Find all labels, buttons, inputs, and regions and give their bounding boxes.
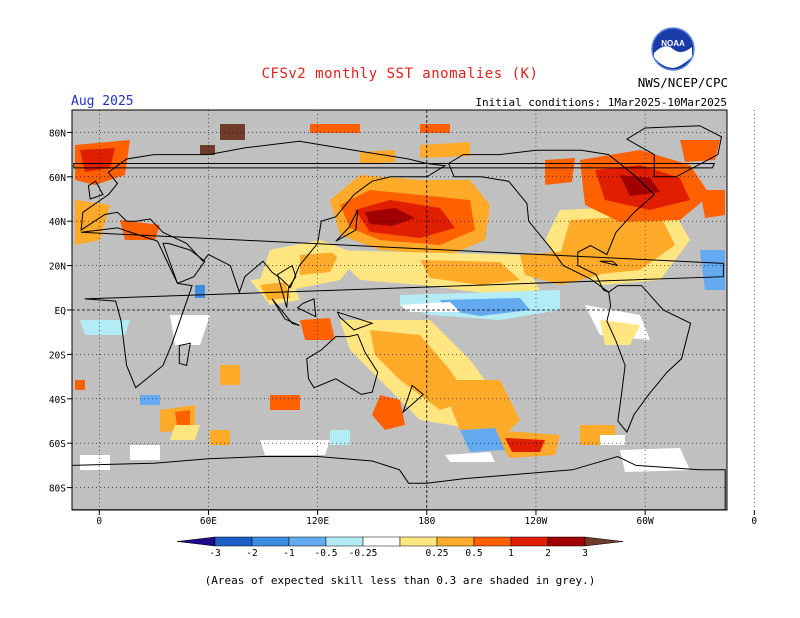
colorbar-tick: -1 bbox=[283, 548, 295, 559]
colorbar-max-arrow bbox=[584, 536, 624, 547]
lon-label: 60E bbox=[200, 516, 217, 527]
organization-label: NWS/NCEP/CPC bbox=[637, 75, 728, 90]
lon-label: 180 bbox=[418, 516, 435, 527]
colorbar-tick: 1 bbox=[508, 548, 514, 559]
lat-label: 80S bbox=[49, 484, 66, 495]
colorbar bbox=[176, 536, 624, 547]
colorbar-swatch bbox=[399, 536, 438, 547]
colorbar-tick: -0.25 bbox=[349, 548, 378, 559]
colorbar-tick: 2 bbox=[545, 548, 551, 559]
lat-label: 20S bbox=[49, 350, 66, 361]
latitude-labels: 80N 60N 40N 20N EQ 20S 40S 60S 80S bbox=[49, 128, 66, 494]
lat-label: 40N bbox=[49, 217, 66, 228]
lat-label: 60N bbox=[49, 173, 66, 184]
lon-label: 120W bbox=[525, 516, 548, 527]
lon-label: 120E bbox=[306, 516, 329, 527]
lon-label: 60W bbox=[637, 516, 654, 527]
colorbar-min-arrow bbox=[176, 536, 216, 547]
lat-label: 80N bbox=[49, 128, 66, 139]
lat-lon-gridlines bbox=[67, 110, 755, 515]
initial-conditions: Initial conditions: 1Mar2025-10Mar2025 bbox=[475, 96, 727, 109]
forecast-month: Aug 2025 bbox=[71, 94, 134, 109]
colorbar-tick: 3 bbox=[582, 548, 588, 559]
colorbar-tick: -2 bbox=[246, 548, 257, 559]
colorbar-swatch bbox=[510, 536, 549, 547]
colorbar-swatch bbox=[251, 536, 290, 547]
colorbar-swatch bbox=[436, 536, 475, 547]
colorbar-tick: 0.25 bbox=[426, 548, 449, 559]
lat-label: 60S bbox=[49, 439, 66, 450]
colorbar-swatch bbox=[547, 536, 586, 547]
colorbar-tick: -0.5 bbox=[315, 548, 338, 559]
coastlines bbox=[71, 125, 726, 511]
colorbar-swatch bbox=[473, 536, 512, 547]
lat-label: 20N bbox=[49, 262, 66, 273]
lon-label: 0 bbox=[751, 516, 757, 527]
svg-text:NOAA: NOAA bbox=[661, 39, 685, 48]
lon-label: 0 bbox=[96, 516, 102, 527]
noaa-logo: NOAA bbox=[651, 27, 695, 71]
lat-label: 40S bbox=[49, 395, 66, 406]
map-title: CFSv2 monthly SST anomalies (K) bbox=[261, 66, 539, 82]
skill-footnote: (Areas of expected skill less than 0.3 a… bbox=[204, 574, 596, 587]
colorbar-swatch bbox=[288, 536, 327, 547]
colorbar-tick: 0.5 bbox=[465, 548, 482, 559]
longitude-labels: 0 60E 120E 180 120W 60W 0 bbox=[96, 516, 757, 527]
colorbar-swatch bbox=[214, 536, 253, 547]
colorbar-tick: -3 bbox=[209, 548, 220, 559]
colorbar-swatch bbox=[325, 536, 364, 547]
colorbar-tick-labels: -3 -2 -1 -0.5 -0.25 0.25 0.5 1 2 3 bbox=[209, 548, 588, 559]
colorbar-swatch bbox=[362, 536, 401, 547]
lat-label: EQ bbox=[55, 306, 67, 317]
